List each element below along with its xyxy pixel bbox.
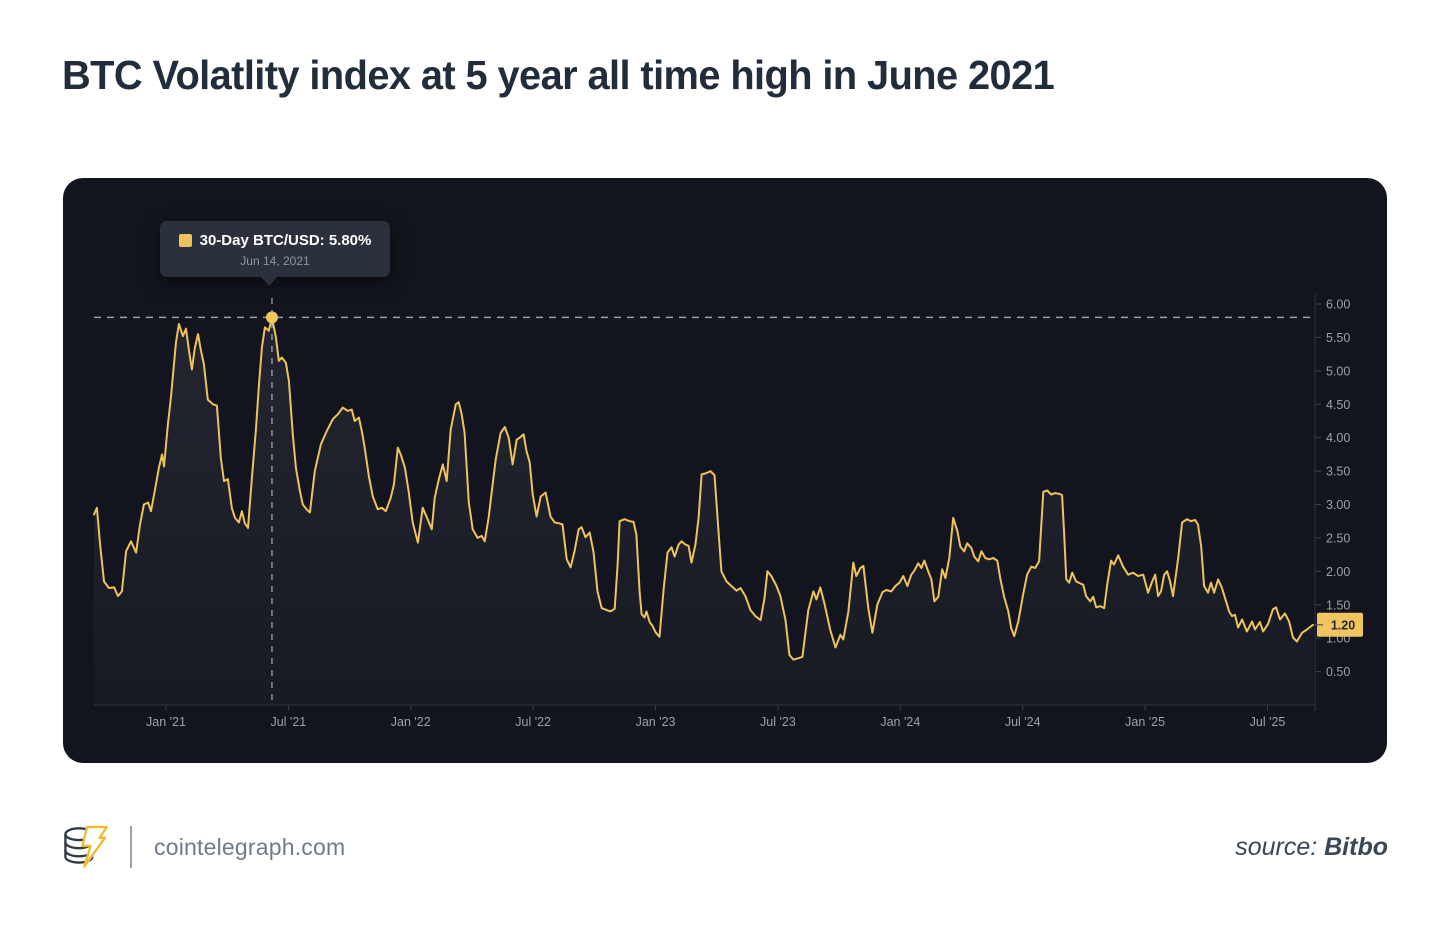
volatility-chart[interactable]: 0.501.001.502.002.503.003.504.004.505.00… — [63, 178, 1387, 763]
source-label: source: — [1235, 832, 1318, 861]
cointelegraph-logo-icon — [60, 818, 114, 877]
page-footer: cointelegraph.com source: Bitbo — [60, 816, 1388, 878]
chart-panel: 0.50 1.00 1.50 2.00 2.50 3.00 3.50 4.00 4.50 5.00… — [63, 178, 1387, 763]
tooltip-series-swatch-icon — [178, 234, 192, 247]
x-axis-label: Jul '24 — [1005, 715, 1041, 729]
highlight-dot — [265, 311, 278, 324]
y-axis-label: 2.00 — [1326, 565, 1350, 579]
source-text: source: Bitbo — [1235, 833, 1388, 862]
y-axis-label: 4.50 — [1326, 398, 1350, 412]
brand-block: cointelegraph.com — [60, 818, 345, 877]
source-name: Bitbo — [1324, 832, 1388, 861]
x-axis-label: Jan '25 — [1125, 715, 1165, 729]
y-axis-label: 3.50 — [1326, 465, 1350, 479]
x-axis-label: Jul '22 — [515, 715, 551, 729]
x-axis-label: Jul '23 — [760, 715, 796, 729]
footer-divider — [130, 826, 132, 868]
x-axis-label: Jan '24 — [880, 715, 920, 729]
current-value-badge — [1317, 612, 1363, 637]
y-axis-label: 3.00 — [1326, 498, 1350, 512]
tooltip-caret — [260, 276, 278, 286]
y-axis-label: 6.00 — [1326, 298, 1350, 312]
x-axis-label: Jan '23 — [636, 715, 676, 729]
chart-tooltip: 30-Day BTC/USD: 5.80% Jun 14, 2021 — [160, 221, 390, 286]
y-axis-label: 4.00 — [1326, 431, 1350, 445]
y-axis-label: 5.50 — [1326, 331, 1350, 345]
page-title: BTC Volatlity index at 5 year all time h… — [62, 52, 1055, 98]
y-axis-label: 2.50 — [1326, 531, 1350, 545]
series-area — [94, 317, 1313, 705]
y-axis-label: 5.00 — [1326, 364, 1350, 378]
series-line — [93, 316, 1314, 661]
tooltip-value-label: 30-Day BTC/USD: 5.80% — [199, 232, 372, 249]
x-axis-label: Jan '21 — [146, 715, 186, 729]
y-axis-label: 1.50 — [1326, 598, 1350, 612]
y-axis-label: 0.50 — [1326, 665, 1350, 679]
footer-domain-text: cointelegraph.com — [154, 833, 346, 860]
x-axis-label: Jul '25 — [1250, 715, 1286, 729]
current-value-label: 1.20 — [1331, 618, 1355, 632]
tooltip-date-label: Jun 14, 2021 — [240, 254, 310, 268]
x-axis-label: Jan '22 — [391, 715, 431, 729]
x-axis-label: Jul '21 — [270, 715, 306, 729]
